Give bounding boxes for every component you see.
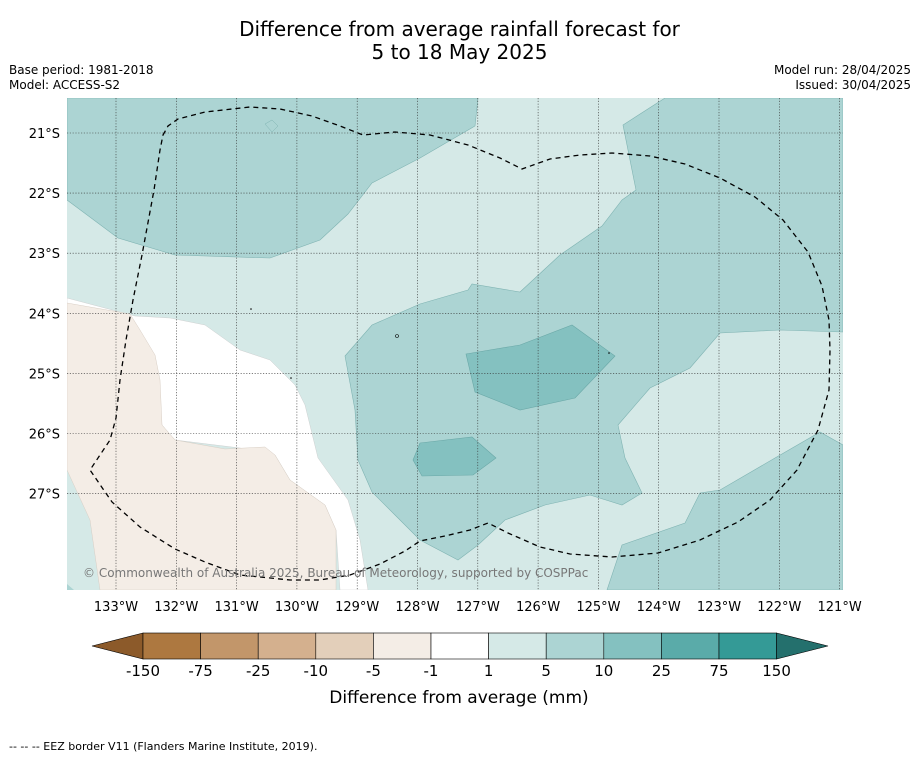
model-run-text: Model run: 28/04/2025: [773, 63, 911, 77]
colorbar-ticks: -150 -75 -25 -10 -5 -1 1 5 10 25 75 150: [126, 662, 791, 680]
longitude-label: 121°W: [818, 600, 862, 615]
colorbar-segment: [200, 632, 259, 660]
colorbar-segment: [142, 632, 201, 660]
meta-right: Model run: 28/04/2025 Issued: 30/04/2025: [774, 63, 911, 93]
zone-5-to-10-small: [264, 119, 279, 133]
longitude-label: 133°W: [94, 600, 138, 615]
longitude-label: 128°W: [395, 600, 439, 615]
latitude-label: 26°S: [29, 428, 60, 443]
zone-10-to-25-center: [465, 324, 616, 411]
colorbar-segment: [315, 632, 374, 660]
island-marker: [250, 308, 252, 310]
longitude-label: 131°W: [215, 600, 259, 615]
colorbar: [91, 632, 829, 660]
colorbar-tick-label: -25: [246, 662, 271, 680]
colorbar-segment: [257, 632, 317, 660]
longitude-labels: 133°W 132°W 131°W 130°W 129°W 128°W 127°W 126°W…: [94, 600, 862, 615]
map-plot-area: © Commonwealth of Australia 2025, Bureau…: [67, 98, 843, 590]
colorbar-tick-label: 5: [541, 662, 551, 680]
issued-text: Issued: 30/04/2025: [795, 78, 911, 92]
colorbar-label: Difference from average (mm): [329, 688, 588, 708]
latitude-label: 23°S: [29, 247, 60, 262]
colorbar-tick-label: 150: [762, 662, 791, 680]
longitude-label: 132°W: [154, 600, 198, 615]
title-line-2: 5 to 18 May 2025: [371, 40, 548, 64]
colorbar-tick-label: -10: [304, 662, 329, 680]
chart-title: Difference from average rainfall forecas…: [0, 18, 919, 64]
colorbar-tick-label: 75: [709, 662, 728, 680]
base-period-text: Base period: 1981-2018: [9, 63, 154, 77]
island-marker: [608, 352, 610, 354]
colorbar-segment: [661, 632, 720, 660]
colorbar-extend-low: [91, 632, 144, 660]
latitude-label: 27°S: [29, 488, 60, 503]
longitude-label: 127°W: [456, 600, 500, 615]
colorbar-segment: [430, 632, 489, 660]
latitude-label: 22°S: [29, 187, 60, 202]
colorbar-tick-label: 10: [594, 662, 613, 680]
colorbar-extend-high: [776, 632, 829, 660]
zone-10-to-25-south: [412, 436, 497, 477]
latitude-label: 24°S: [29, 307, 60, 322]
colorbar-segment: [545, 632, 605, 660]
colorbar-tick-label: -150: [126, 662, 160, 680]
colorbar-segment: [373, 632, 432, 660]
eez-legend-note: -- -- -- EEZ border V11 (Flanders Marine…: [9, 740, 318, 753]
colorbar-segment: [718, 632, 777, 660]
meta-left: Base period: 1981-2018 Model: ACCESS-S2: [9, 63, 154, 93]
zone-5-to-10-northwest: [67, 98, 479, 259]
latitude-label: 21°S: [29, 127, 60, 142]
latitude-label: 25°S: [29, 367, 60, 382]
zone-minus-5-to-minus-1: [67, 302, 337, 590]
colorbar-tick-label: -5: [366, 662, 381, 680]
longitude-label: 124°W: [637, 600, 681, 615]
colorbar-tick-label: 25: [652, 662, 671, 680]
colorbar-tick-label: 1: [484, 662, 494, 680]
copyright-text: © Commonwealth of Australia 2025, Bureau…: [83, 566, 588, 580]
zone-corner: [67, 584, 74, 590]
graticule: [67, 98, 843, 590]
colorbar-segment: [603, 632, 662, 660]
latitude-labels: 21°S 22°S 23°S 24°S 25°S 26°S 27°S: [29, 127, 60, 503]
model-text: Model: ACCESS-S2: [9, 78, 121, 92]
colorbar-segment: [488, 632, 547, 660]
longitude-label: 122°W: [757, 600, 801, 615]
title-line-1: Difference from average rainfall forecas…: [239, 17, 680, 41]
longitude-label: 126°W: [516, 600, 560, 615]
eez-border: [89, 106, 831, 581]
island-marker: [395, 334, 399, 338]
longitude-label: 130°W: [275, 600, 319, 615]
colorbar-tick-label: -1: [424, 662, 439, 680]
longitude-label: 125°W: [576, 600, 620, 615]
island-marker: [290, 377, 292, 379]
longitude-label: 129°W: [335, 600, 379, 615]
longitude-label: 123°W: [697, 600, 741, 615]
colorbar-tick-label: -75: [188, 662, 213, 680]
